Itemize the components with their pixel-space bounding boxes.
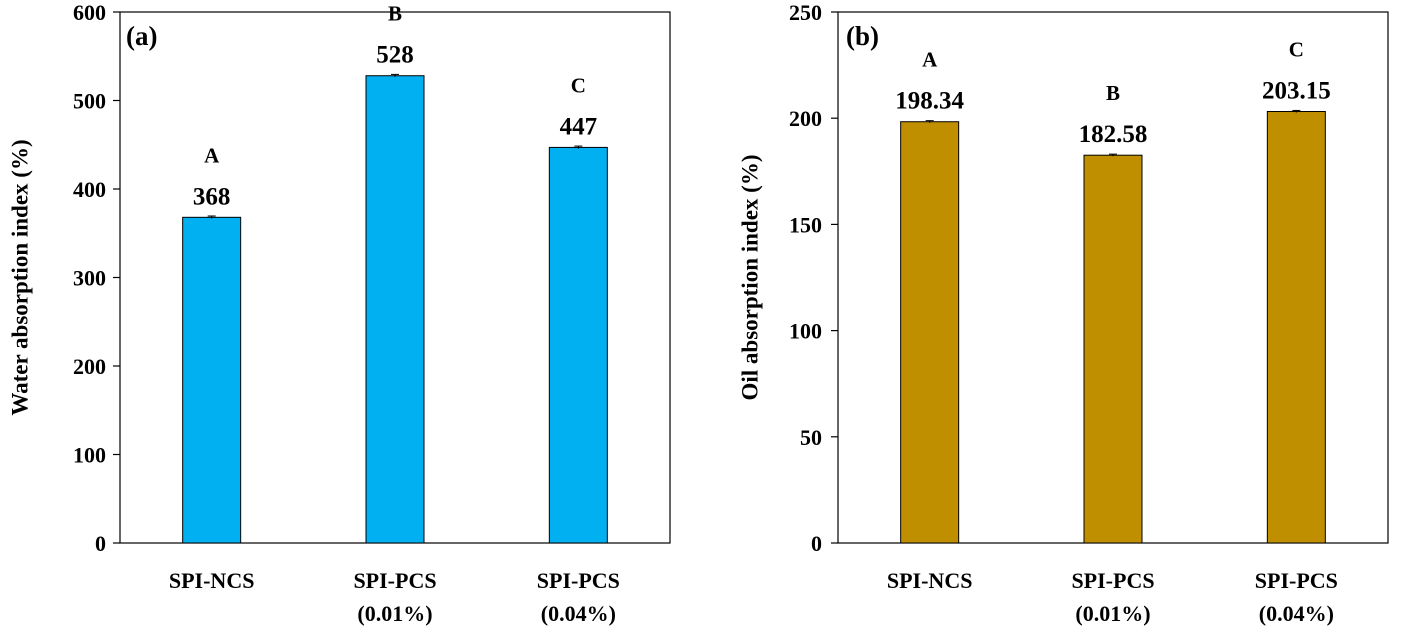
- significance-letter: C: [571, 73, 586, 97]
- y-tick-label: 250: [789, 0, 822, 25]
- x-tick-label-sub: (0.01%): [1075, 601, 1150, 626]
- y-tick-label: 200: [73, 354, 106, 379]
- x-tick-label: SPI-NCS: [887, 568, 973, 593]
- y-tick-label: 100: [73, 443, 106, 468]
- bar: [182, 216, 242, 544]
- bar: [548, 146, 608, 544]
- x-tick-label-sub: (0.04%): [541, 601, 616, 626]
- significance-letter: B: [388, 2, 402, 26]
- significance-letter: A: [922, 48, 938, 72]
- y-tick-label: 0: [811, 531, 822, 556]
- x-tick-label: SPI-PCS: [1071, 568, 1154, 593]
- significance-letter: A: [204, 143, 220, 167]
- y-tick-label: 600: [73, 0, 106, 25]
- x-tick-label: SPI-PCS: [1255, 568, 1338, 593]
- y-tick-label: 100: [789, 319, 822, 344]
- data-label: 528: [376, 42, 414, 69]
- bar: [1083, 154, 1143, 544]
- y-tick-label: 200: [789, 106, 822, 131]
- x-tick-label: SPI-NCS: [169, 568, 255, 593]
- data-label: 182.58: [1079, 121, 1148, 148]
- y-tick-label: 0: [95, 531, 106, 556]
- data-label: 368: [193, 183, 231, 210]
- bar: [1266, 111, 1326, 544]
- x-tick-label: SPI-PCS: [353, 568, 436, 593]
- significance-letter: C: [1289, 38, 1304, 62]
- panel-label: (a): [126, 21, 157, 51]
- y-axis-label: Water absorption index (%): [7, 139, 32, 415]
- x-tick-label-sub: (0.04%): [1259, 601, 1334, 626]
- chart-panel-b: 0 50 100 150 200 250 Oil absorption index (%) (…: [737, 0, 1389, 626]
- data-label: 447: [560, 113, 598, 140]
- panel-label: (b): [846, 21, 879, 51]
- y-tick-label: 150: [789, 212, 822, 237]
- bar: [900, 121, 960, 544]
- y-tick-label: 400: [73, 177, 106, 202]
- data-label: 198.34: [895, 88, 964, 115]
- y-axis-label: Oil absorption index (%): [737, 154, 762, 400]
- significance-letter: B: [1106, 81, 1120, 105]
- y-tick-label: 500: [73, 89, 106, 114]
- y-tick-label: 50: [800, 425, 822, 450]
- data-label: 203.15: [1262, 78, 1331, 105]
- x-tick-label: SPI-PCS: [537, 568, 620, 593]
- y-tick-label: 300: [73, 266, 106, 291]
- bar: [365, 75, 425, 544]
- x-tick-label-sub: (0.01%): [357, 601, 432, 626]
- chart-panel-a: 0 100 200 300 400 500 600 Water absorption inde…: [7, 0, 671, 626]
